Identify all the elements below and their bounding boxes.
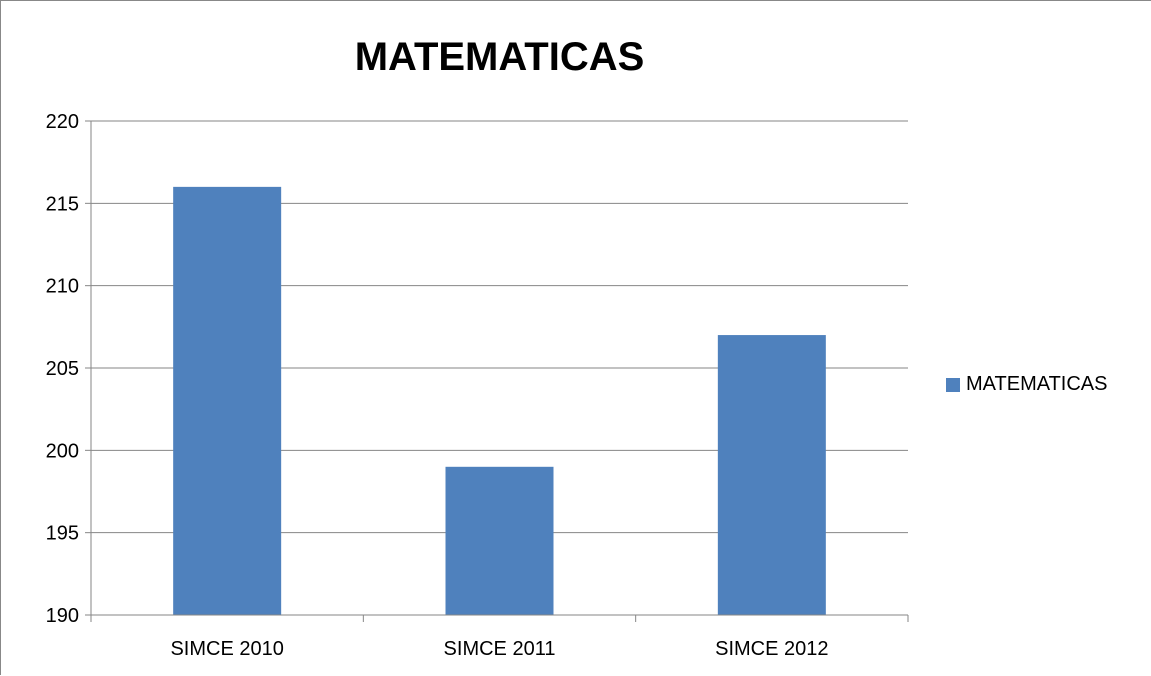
- bar-simce-2011: [445, 466, 554, 615]
- x-tick-labels: SIMCE 2010 SIMCE 2011 SIMCE 2012: [170, 638, 828, 660]
- axes: [85, 120, 909, 622]
- y-tick-label-205: 205: [46, 358, 79, 380]
- x-tick-label-simce-2012: SIMCE 2012: [715, 638, 828, 660]
- x-tick-label-simce-2011: SIMCE 2011: [444, 638, 556, 660]
- y-tick-label-210: 210: [46, 276, 79, 298]
- bar-simce-2012: [717, 335, 826, 615]
- legend: MATEMATICAS: [946, 373, 1107, 396]
- y-tick-label-200: 200: [46, 440, 79, 462]
- chart-title: MATEMATICAS: [354, 35, 645, 79]
- y-tick-label-190: 190: [46, 605, 79, 627]
- y-tick-label-195: 195: [46, 523, 79, 545]
- y-tick-labels: 220 215 210 205 200 195 190: [46, 111, 79, 627]
- bar-simce-2010: [173, 186, 282, 615]
- bars: [173, 186, 826, 615]
- legend-label-matematicas: MATEMATICAS: [966, 373, 1108, 395]
- legend-swatch-matematicas: [946, 377, 960, 392]
- y-tick-label-220: 220: [46, 111, 79, 133]
- x-tick-label-simce-2010: SIMCE 2010: [170, 638, 283, 660]
- y-tick-label-215: 215: [46, 193, 79, 215]
